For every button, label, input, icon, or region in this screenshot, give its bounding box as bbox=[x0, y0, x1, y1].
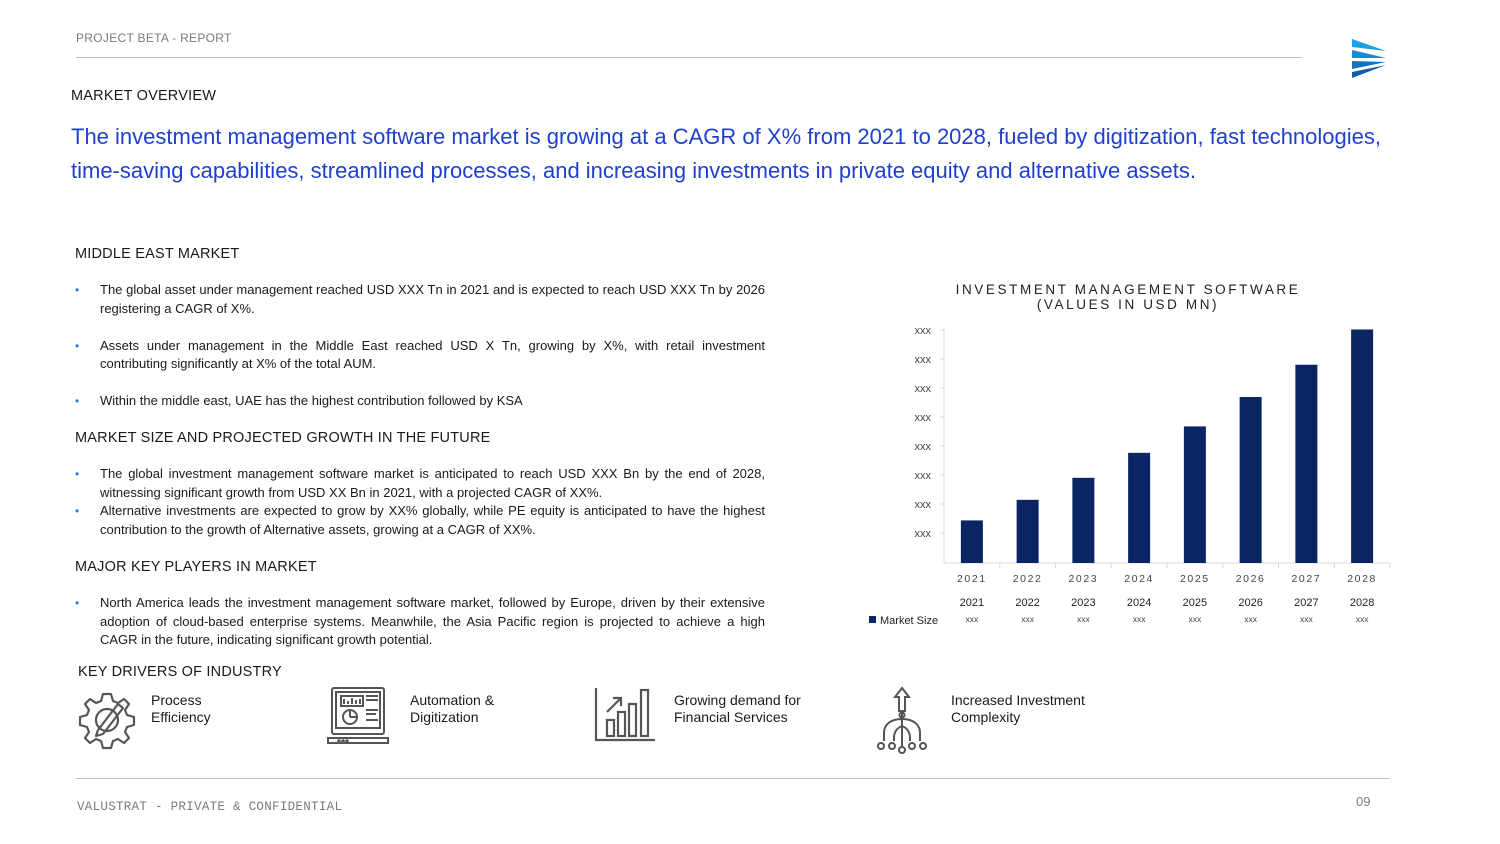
table-year-label: 2021 bbox=[960, 597, 984, 609]
driver-label-automation: Automation & Digitization bbox=[410, 692, 495, 725]
market-size-bullets: The global investment management softwar… bbox=[75, 465, 765, 539]
market-overview-heading: MARKET OVERVIEW bbox=[71, 88, 217, 104]
y-tick-label: xxx bbox=[915, 412, 932, 424]
driver-label-process: Process Efficiency bbox=[151, 692, 211, 725]
bar-2024 bbox=[1128, 452, 1151, 563]
table-value-label: xxx bbox=[1021, 614, 1035, 624]
bullet-item: The global investment management softwar… bbox=[75, 465, 765, 502]
x-tick-label: 2028 bbox=[1347, 573, 1377, 585]
y-tick-label: xxx bbox=[915, 354, 932, 366]
y-tick-label: xxx bbox=[915, 325, 932, 337]
company-logo bbox=[1352, 39, 1386, 78]
x-tick-label: 2025 bbox=[1180, 573, 1210, 585]
bar-2025 bbox=[1183, 426, 1206, 563]
chart-title: INVESTMENT MANAGEMENT SOFTWARE (VALUES I… bbox=[900, 282, 1356, 312]
table-value-label: xxx bbox=[1244, 614, 1258, 624]
table-year-label: 2025 bbox=[1183, 597, 1207, 609]
table-value-label: xxx bbox=[966, 614, 980, 624]
bullet-item: Alternative investments are expected to … bbox=[75, 502, 765, 539]
table-value-label: xxx bbox=[1077, 614, 1091, 624]
page-number: 09 bbox=[1356, 794, 1371, 809]
laptop-dashboard-icon bbox=[327, 687, 389, 744]
bullet-item: Assets under management in the Middle Ea… bbox=[75, 337, 765, 374]
bar-2023 bbox=[1072, 477, 1095, 563]
bullet-item: The global asset under management reache… bbox=[75, 281, 765, 318]
bar-2022 bbox=[1016, 499, 1039, 563]
bullet-item: Within the middle east, UAE has the high… bbox=[75, 392, 765, 411]
y-tick-label: xxx bbox=[915, 470, 932, 482]
table-value-label: xxx bbox=[1356, 614, 1370, 624]
driver-label-complexity: Increased Investment Complexity bbox=[951, 692, 1085, 725]
key-players-bullets: North America leads the investment manag… bbox=[75, 594, 765, 650]
y-tick-label: xxx bbox=[915, 499, 932, 511]
x-tick-label: 2021 bbox=[957, 573, 987, 585]
x-tick-label: 2022 bbox=[1013, 573, 1043, 585]
network-tree-icon bbox=[877, 686, 927, 754]
table-year-label: 2024 bbox=[1127, 597, 1151, 609]
y-tick-label: xxx bbox=[915, 383, 932, 395]
header-divider bbox=[76, 57, 1302, 58]
table-value-label: xxx bbox=[1133, 614, 1147, 624]
market-size-bar-chart: xxx xxx xxx xxx xxx xxx xxx xxx 2021 2021 xxx 2022 2… bbox=[869, 325, 1391, 627]
footer-divider bbox=[76, 778, 1390, 779]
bar-2021 bbox=[960, 520, 983, 563]
y-tick-label: xxx bbox=[915, 528, 932, 540]
table-year-label: 2027 bbox=[1294, 597, 1318, 609]
key-players-heading: MAJOR KEY PLAYERS IN MARKET bbox=[75, 559, 317, 575]
bar-2027 bbox=[1295, 364, 1318, 563]
middle-east-bullets: The global asset under management reache… bbox=[75, 281, 765, 411]
x-tick-label: 2027 bbox=[1291, 573, 1321, 585]
market-size-heading: MARKET SIZE AND PROJECTED GROWTH IN THE … bbox=[75, 430, 491, 446]
table-year-label: 2022 bbox=[1015, 597, 1039, 609]
table-year-label: 2026 bbox=[1238, 597, 1262, 609]
gear-pen-icon bbox=[78, 692, 136, 750]
middle-east-heading: MIDDLE EAST MARKET bbox=[75, 246, 240, 262]
report-title: PROJECT BETA - REPORT bbox=[76, 31, 232, 45]
legend-swatch bbox=[869, 616, 876, 623]
table-year-label: 2028 bbox=[1350, 597, 1374, 609]
y-tick-label: xxx bbox=[915, 441, 932, 453]
bar-2028 bbox=[1351, 329, 1374, 563]
bar-2026 bbox=[1239, 397, 1262, 563]
x-tick-label: 2024 bbox=[1124, 573, 1154, 585]
growth-chart-icon bbox=[594, 688, 655, 742]
headline: The investment management software marke… bbox=[71, 124, 1381, 183]
chart-title-line1: INVESTMENT MANAGEMENT SOFTWARE bbox=[955, 282, 1301, 297]
bullet-item: North America leads the investment manag… bbox=[75, 594, 765, 650]
driver-label-demand: Growing demand for Financial Services bbox=[674, 692, 801, 725]
legend-label: Market Size bbox=[880, 615, 938, 627]
confidentiality-footer: VALUSTRAT - PRIVATE & CONFIDENTIAL bbox=[77, 800, 343, 814]
table-year-label: 2023 bbox=[1071, 597, 1095, 609]
key-drivers-heading: KEY DRIVERS OF INDUSTRY bbox=[78, 664, 282, 680]
x-tick-label: 2026 bbox=[1236, 573, 1266, 585]
chart-title-line2: (VALUES IN USD MN) bbox=[1036, 297, 1220, 312]
x-tick-label: 2023 bbox=[1068, 573, 1098, 585]
table-value-label: xxx bbox=[1300, 614, 1314, 624]
table-value-label: xxx bbox=[1189, 614, 1203, 624]
